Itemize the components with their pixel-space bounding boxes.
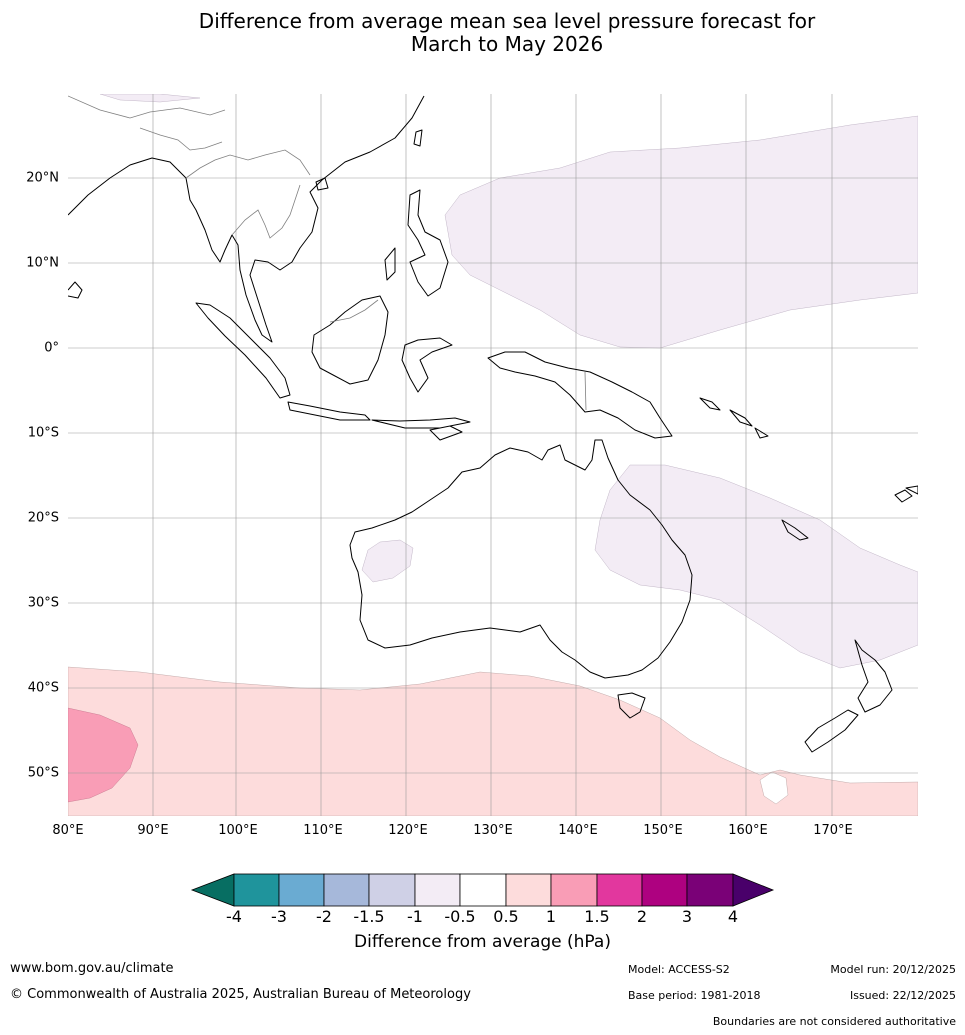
colorbar-tick-label: -2 [316,907,332,926]
lat-label-30s: 30°S [27,595,59,611]
lat-label-20n: 20°N [26,170,59,186]
coastline-new-guinea [487,351,673,439]
coastline-tasmania [617,692,646,719]
country-borders [68,95,587,411]
base-period: Base period: 1981-2018 [628,989,761,1002]
lat-label-40s: 40°S [27,680,59,696]
coastline-new-caledonia [781,519,809,541]
colorbar-swatch [414,873,461,907]
anomaly-region-southern-ocean [68,666,918,816]
lon-label-90e: 90°E [137,823,169,838]
colorbar-swatch [686,873,734,907]
colorbar-swatch [505,873,552,907]
coastline-new-zealand-south [804,709,859,753]
lat-label-10s: 10°S [27,425,59,441]
lat-label-20s: 20°S [27,510,59,526]
coastline-taiwan [413,129,423,147]
anomaly-region-eastern-australia [361,464,918,669]
colorbar-tick-label: 1 [545,907,557,926]
coastline-australia [349,439,693,679]
lon-label-160e: 160°E [728,823,768,838]
colorbar-swatch [323,873,370,907]
lon-label-110e: 110°E [303,823,343,838]
coastline-fiji [894,485,918,503]
map-title-line-2: March to May 2026 [410,32,604,56]
colorbar-arrow-low [190,873,235,907]
coastline-philippines [384,189,449,297]
lat-label-equator: 0° [44,340,59,356]
coastline-new-zealand-north [854,639,893,713]
lon-label-100e: 100°E [218,823,258,838]
lon-label-140e: 140°E [558,823,598,838]
coastline-borneo [311,295,389,385]
lon-label-150e: 150°E [643,823,683,838]
colorbar-tick-label: 0.5 [493,907,519,926]
colorbar-tick-label: 2 [636,907,648,926]
coastline-lesser-sunda [371,417,471,441]
coastline-solomon-islands [699,397,769,439]
issued-date: Issued: 22/12/2025 [849,989,956,1002]
graticule [68,94,918,816]
colorbar-tick-label: -1.5 [353,907,385,926]
colorbar-tick-label: 3 [681,907,693,926]
colorbar-swatch [278,873,325,907]
colorbar-arrow-high [732,873,775,907]
coastline-sumatra [195,302,291,399]
lat-label-10n: 10°N [26,255,59,271]
copyright-notice: © Commonwealth of Australia 2025, Austra… [10,987,471,1002]
boundary-disclaimer: Boundaries are not considered authoritat… [712,1015,956,1028]
colorbar-title: Difference from average (hPa) [354,932,611,952]
lon-label-120e: 120°E [388,823,428,838]
anomaly-region-tropical-pacific [99,94,918,349]
lat-label-50s: 50°S [27,765,59,781]
colorbar-swatch [368,873,416,907]
colorbar-swatch [550,873,598,907]
colorbar-tick-label: -1 [407,907,423,926]
colorbar [190,873,775,907]
model-name: Model: ACCESS-S2 [628,963,730,976]
map-title: Difference from average mean sea level p… [0,10,965,56]
anomaly-region-south-indian-ocean [68,707,139,803]
coastline-indian-subcontinent-edge [68,281,83,299]
colorbar-tick-label: -3 [271,907,287,926]
coastline-hainan [315,177,329,191]
anomaly-region-southern-ocean-cutout [759,771,789,805]
lon-label-80e: 80°E [52,823,84,838]
colorbar-swatch [641,873,688,907]
coastline-java [287,401,371,421]
colorbar-tick-label: -0.5 [444,907,476,926]
colorbar-swatch [459,873,507,907]
forecast-map [68,94,918,816]
colorbar-swatch [233,873,280,907]
colorbar-tick-label: 1.5 [584,907,610,926]
coastline-sulawesi [401,337,453,393]
map-title-line-1: Difference from average mean sea level p… [198,9,816,33]
website-link[interactable]: www.bom.gov.au/climate [10,961,174,976]
lon-label-170e: 170°E [813,823,853,838]
colorbar-swatch [596,873,643,907]
lon-label-130e: 130°E [473,823,513,838]
colorbar-tick-label: 4 [727,907,739,926]
colorbar-tick-label: -4 [226,907,242,926]
model-run-date: Model run: 20/12/2025 [830,963,956,976]
